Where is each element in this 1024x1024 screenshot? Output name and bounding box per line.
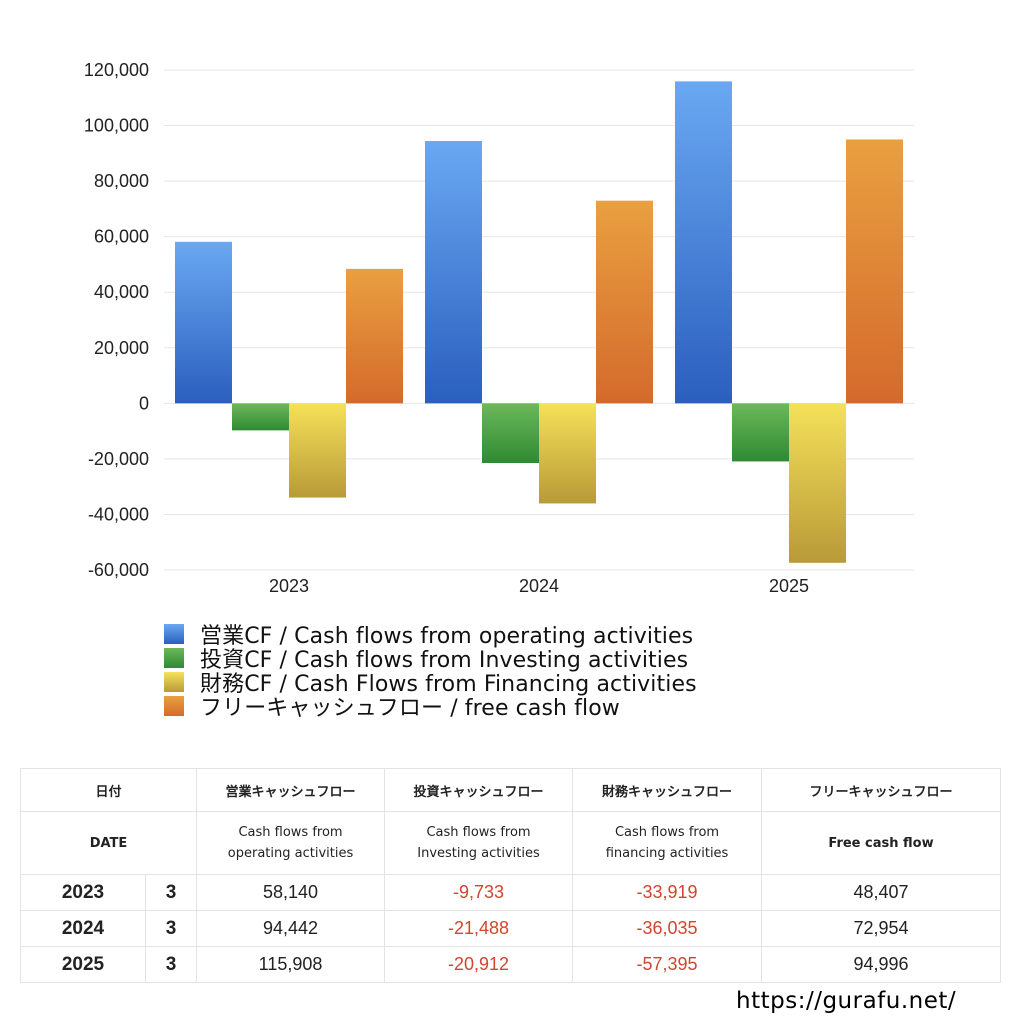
legend-item-free: フリーキャッシュフロー / free cash flow — [164, 694, 697, 721]
row-month: 3 — [144, 874, 198, 911]
header-operating-en-line1: Cash flows from — [238, 825, 343, 840]
bar-2023-series-2 — [289, 403, 346, 498]
table-row: 2024 3 94,442 -21,488 -36,035 72,954 — [20, 910, 1002, 947]
x-category-label: 2025 — [769, 576, 809, 596]
header-investing-en: Cash flows from Investing activities — [384, 811, 574, 875]
header-financing-en-line2: financing activities — [605, 846, 729, 861]
row-financing: -33,919 — [572, 874, 763, 911]
header-date-jp: 日付 — [19, 768, 198, 812]
row-investing: -9,733 — [384, 874, 574, 911]
row-operating: 94,442 — [196, 910, 386, 947]
bar-2023-series-0 — [175, 241, 232, 404]
header-free-jp: フリーキャッシュフロー — [761, 768, 1002, 812]
row-year: 2023 — [20, 874, 146, 911]
bar-2023-series-3 — [346, 268, 403, 404]
header-operating-en-line2: operating activities — [227, 846, 354, 861]
header-investing-en-line1: Cash flows from — [426, 825, 531, 840]
row-free: 72,954 — [761, 910, 1002, 947]
header-date-en: DATE — [19, 811, 198, 875]
legend-item-operating: 営業CF / Cash flows from operating activit… — [164, 622, 697, 649]
legend-swatch-free — [164, 696, 184, 716]
cash-flow-table: 日付 営業キャッシュフロー 投資キャッシュフロー 財務キャッシュフロー フリーキ… — [19, 768, 1002, 983]
y-tick-label: 40,000 — [94, 282, 149, 302]
bar-2024-series-1 — [482, 403, 539, 464]
y-tick-label: -60,000 — [88, 560, 149, 580]
bar-2024-series-0 — [425, 140, 482, 404]
header-operating-jp: 営業キャッシュフロー — [196, 768, 386, 812]
table-header-jp: 日付 営業キャッシュフロー 投資キャッシュフロー 財務キャッシュフロー フリーキ… — [19, 768, 1002, 812]
row-investing: -20,912 — [384, 946, 574, 983]
row-investing: -21,488 — [384, 910, 574, 947]
row-free: 48,407 — [761, 874, 1002, 911]
bar-2024-series-3 — [596, 200, 653, 404]
header-financing-en: Cash flows from financing activities — [572, 811, 763, 875]
chart-legend: 営業CF / Cash flows from operating activit… — [164, 622, 697, 721]
legend-label-financing: 財務CF / Cash Flows from Financing activit… — [200, 672, 697, 697]
y-axis-ticks: 120,000 100,000 80,000 60,000 40,000 20,000 0 -… — [84, 60, 149, 580]
legend-label-operating: 営業CF / Cash flows from operating activit… — [200, 624, 694, 649]
site-url: https://gurafu.net/ — [736, 988, 957, 1014]
x-category-label: 2023 — [269, 576, 309, 596]
y-tick-label: -20,000 — [88, 449, 149, 469]
header-investing-en-line2: Investing activities — [417, 846, 540, 861]
y-tick-label: 60,000 — [94, 227, 149, 247]
row-month: 3 — [144, 910, 198, 947]
y-tick-label: 120,000 — [84, 60, 149, 80]
row-financing: -57,395 — [572, 946, 763, 983]
y-tick-label: 80,000 — [94, 171, 149, 191]
bar-2025-series-1 — [732, 403, 789, 462]
header-operating-en: Cash flows from operating activities — [196, 811, 386, 875]
bar-2025-series-0 — [675, 81, 732, 404]
legend-swatch-investing — [164, 648, 184, 668]
header-free-en: Free cash flow — [761, 811, 1002, 875]
bar-2025-series-2 — [789, 403, 846, 563]
row-month: 3 — [144, 946, 198, 983]
row-operating: 58,140 — [196, 874, 386, 911]
table-header-en: DATE Cash flows from operating activities… — [19, 811, 1002, 875]
legend-item-financing: 財務CF / Cash Flows from Financing activit… — [164, 670, 697, 697]
row-operating: 115,908 — [196, 946, 386, 983]
table-row: 2023 3 58,140 -9,733 -33,919 48,407 — [20, 874, 1002, 911]
row-free: 94,996 — [761, 946, 1002, 983]
row-year: 2024 — [20, 910, 146, 947]
bar-2024-series-2 — [539, 403, 596, 504]
x-axis-categories: 2023 2024 2025 — [269, 576, 809, 596]
header-financing-en-line1: Cash flows from — [614, 825, 720, 840]
header-investing-jp: 投資キャッシュフロー — [384, 768, 574, 812]
legend-label-investing: 投資CF / Cash flows from Investing activit… — [200, 648, 689, 673]
row-year: 2025 — [20, 946, 146, 983]
bar-2025-series-3 — [846, 139, 903, 404]
cash-flow-bar-chart: 120,000 100,000 80,000 60,000 40,000 20,000 0 -… — [84, 60, 914, 596]
legend-swatch-financing — [164, 672, 184, 692]
y-tick-label: -40,000 — [88, 504, 149, 524]
legend-swatch-operating — [164, 624, 184, 644]
header-financing-jp: 財務キャッシュフロー — [572, 768, 763, 812]
legend-label-free: フリーキャッシュフロー / free cash flow — [200, 696, 620, 721]
y-tick-label: 100,000 — [84, 116, 149, 136]
legend-item-investing: 投資CF / Cash flows from Investing activit… — [164, 646, 697, 673]
bar-2023-series-1 — [232, 403, 289, 431]
table-row: 2025 3 115,908 -20,912 -57,395 94,996 — [20, 946, 1002, 983]
y-tick-label: 20,000 — [94, 338, 149, 358]
bars — [175, 81, 903, 563]
row-financing: -36,035 — [572, 910, 763, 947]
y-tick-label: 0 — [139, 393, 149, 413]
x-category-label: 2024 — [519, 576, 559, 596]
